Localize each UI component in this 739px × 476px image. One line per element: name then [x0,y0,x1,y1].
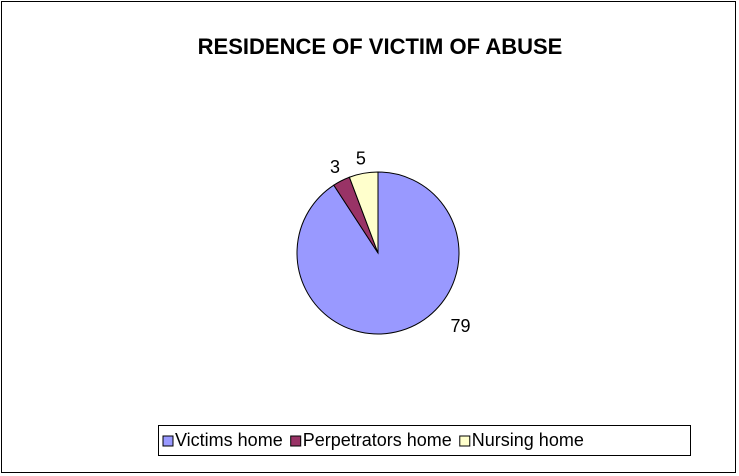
legend-swatch [459,435,471,447]
data-label: 79 [451,316,471,336]
chart-title: RESIDENCE OF VICTIM OF ABUSE [198,34,563,59]
legend-box [158,425,691,456]
legend-label: Nursing home [472,430,584,450]
pie-slice [348,171,379,254]
data-label: 5 [356,148,366,168]
legend-label: Victims home [175,430,283,450]
legend-swatch [162,435,174,447]
legend-label: Perpetrators home [303,430,452,450]
data-label: 3 [330,157,340,177]
legend-swatch [290,435,302,447]
